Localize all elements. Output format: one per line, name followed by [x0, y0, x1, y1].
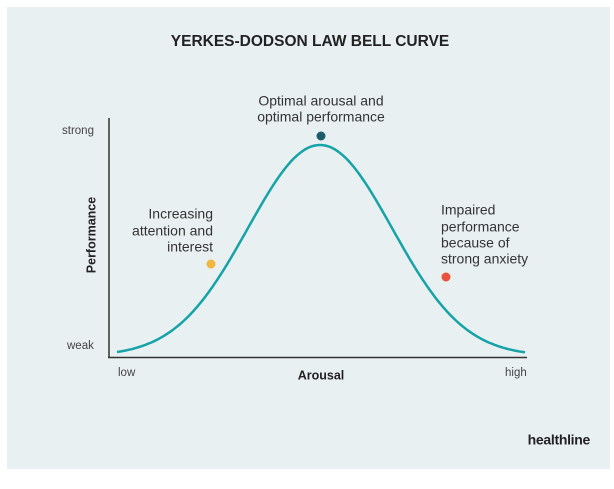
- y-top-label: strong: [62, 125, 94, 137]
- x-right-label: high: [505, 367, 527, 379]
- annotation-text: optimal performance: [257, 109, 385, 125]
- brand-logo: healthline: [528, 432, 591, 448]
- x-left-label: low: [118, 367, 136, 379]
- annotation-text: Impaired: [441, 202, 495, 218]
- y-axis-label: Performance: [84, 197, 98, 273]
- x-axis-label: Arousal: [298, 368, 345, 382]
- annotation-text: Increasing: [148, 206, 213, 222]
- annotation-text: strong anxiety: [441, 251, 528, 267]
- annotation-dot: [206, 259, 216, 269]
- title: YERKES-DODSON LAW BELL CURVE: [171, 33, 449, 50]
- annotation-dot: [316, 131, 326, 141]
- annotation-text: interest: [167, 239, 213, 255]
- panel: [7, 7, 610, 469]
- y-bottom-label: weak: [66, 340, 94, 352]
- annotation-text: performance: [441, 219, 520, 235]
- annotation-dot: [441, 272, 451, 282]
- annotation-text: because of: [441, 235, 510, 251]
- bell-curve: [116, 143, 526, 354]
- annotation-text: attention and: [132, 223, 213, 239]
- annotation-text: Optimal arousal and: [258, 93, 383, 109]
